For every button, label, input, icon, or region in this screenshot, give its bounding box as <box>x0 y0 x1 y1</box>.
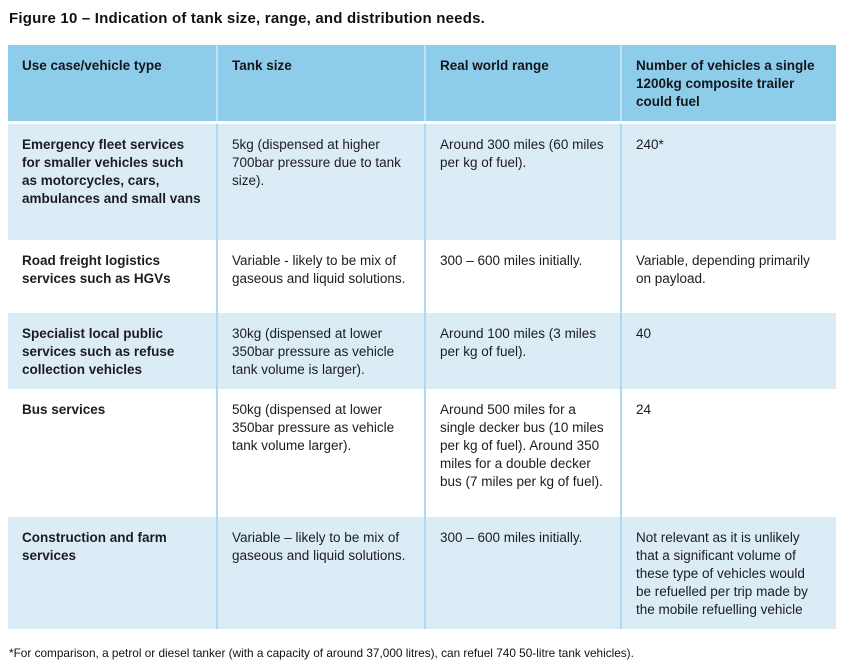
cell-use-case: Emergency fleet services for smaller veh… <box>8 122 217 240</box>
column-header-tank-size: Tank size <box>216 45 425 124</box>
figure-title: Figure 10 – Indication of tank size, ran… <box>9 10 485 27</box>
cell-use-case: Road freight logistics services such as … <box>8 239 217 313</box>
cell-use-case: Specialist local public services such as… <box>8 312 217 389</box>
cell-tank-size: Variable – likely to be mix of gaseous a… <box>216 516 425 629</box>
cell-use-case: Construction and farm services <box>8 516 217 629</box>
column-header-real-world-range: Real world range <box>424 45 621 124</box>
cell-real-world-range: 300 – 600 miles initially. <box>424 239 621 313</box>
cell-tank-size: 5kg (dispensed at higher 700bar pressure… <box>216 122 425 240</box>
cell-real-world-range: Around 300 miles (60 miles per kg of fue… <box>424 122 621 240</box>
cell-real-world-range: Around 100 miles (3 miles per kg of fuel… <box>424 312 621 389</box>
table-header-row: Use case/vehicle type Tank size Real wor… <box>8 45 836 124</box>
cell-use-case: Bus services <box>8 388 217 517</box>
cell-tank-size: 50kg (dispensed at lower 350bar pressure… <box>216 388 425 517</box>
cell-vehicles-fuelled: Variable, depending primarily on payload… <box>620 239 836 313</box>
table-row-construction-farm: Construction and farm services Variable … <box>8 516 836 629</box>
table-row-road-freight: Road freight logistics services such as … <box>8 239 836 313</box>
cell-vehicles-fuelled: 24 <box>620 388 836 517</box>
table-row-specialist-public: Specialist local public services such as… <box>8 312 836 389</box>
cell-vehicles-fuelled: 40 <box>620 312 836 389</box>
cell-real-world-range: 300 – 600 miles initially. <box>424 516 621 629</box>
figure-footnote: *For comparison, a petrol or diesel tank… <box>9 645 634 660</box>
cell-tank-size: Variable - likely to be mix of gaseous a… <box>216 239 425 313</box>
cell-vehicles-fuelled: Not relevant as it is unlikely that a si… <box>620 516 836 629</box>
column-header-use-case: Use case/vehicle type <box>8 45 217 124</box>
column-header-vehicles-fuelled: Number of vehicles a single 1200kg compo… <box>620 45 836 124</box>
tank-size-range-table: Use case/vehicle type Tank size Real wor… <box>8 45 836 629</box>
cell-tank-size: 30kg (dispensed at lower 350bar pressure… <box>216 312 425 389</box>
cell-real-world-range: Around 500 miles for a single decker bus… <box>424 388 621 517</box>
cell-vehicles-fuelled: 240* <box>620 122 836 240</box>
table-row-emergency-fleet: Emergency fleet services for smaller veh… <box>8 122 836 240</box>
table-row-bus-services: Bus services 50kg (dispensed at lower 35… <box>8 388 836 517</box>
